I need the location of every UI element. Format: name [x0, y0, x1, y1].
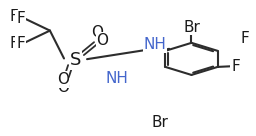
Text: O: O — [91, 25, 103, 40]
Text: NH: NH — [105, 71, 128, 86]
Text: F: F — [16, 36, 25, 51]
Text: F: F — [10, 36, 18, 51]
Text: S: S — [70, 51, 81, 69]
Text: F: F — [10, 9, 18, 24]
Text: O: O — [57, 72, 69, 87]
Text: S: S — [70, 50, 81, 68]
Text: Br: Br — [183, 20, 200, 35]
Text: F: F — [240, 31, 249, 46]
Text: O: O — [97, 33, 108, 48]
Text: O: O — [57, 80, 69, 95]
Text: F: F — [16, 11, 25, 26]
Text: F: F — [231, 59, 240, 74]
Text: Br: Br — [152, 115, 168, 130]
Text: NH: NH — [144, 37, 166, 52]
